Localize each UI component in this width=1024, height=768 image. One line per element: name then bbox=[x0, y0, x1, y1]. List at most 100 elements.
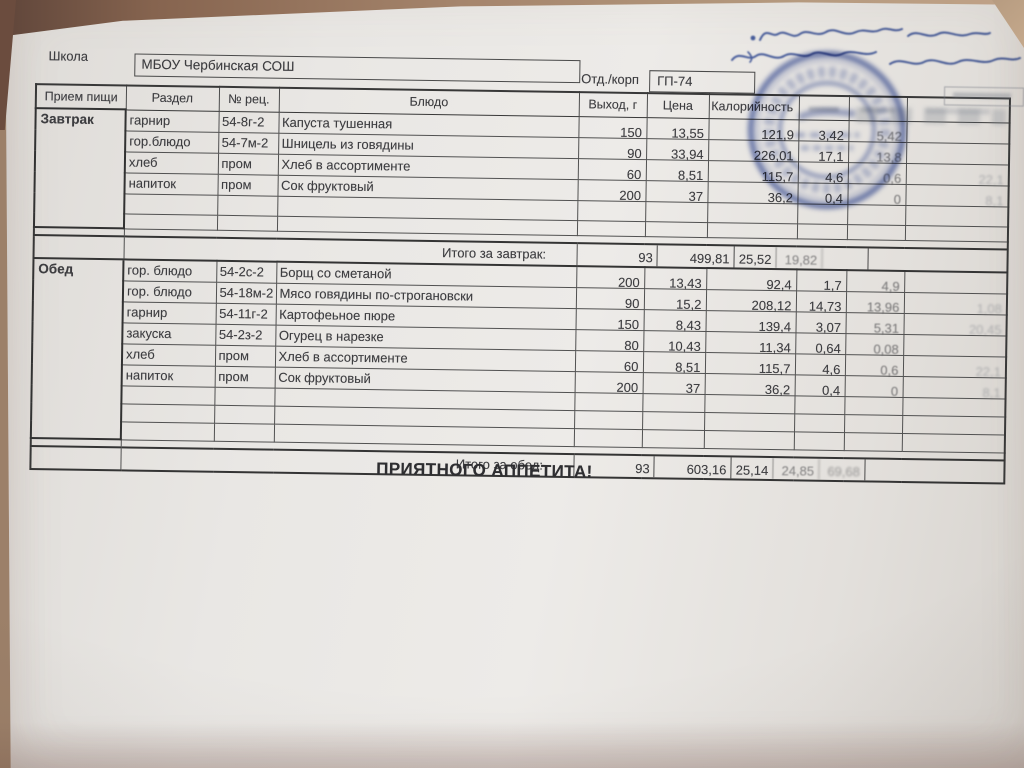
empty-cell bbox=[904, 224, 1009, 242]
cell-carbs: 8,1 bbox=[905, 186, 1009, 209]
cell-price: 10,43 bbox=[643, 332, 706, 355]
cell-carbs: 20,45 bbox=[903, 314, 1007, 338]
cell-protein: 4,6 bbox=[794, 355, 846, 378]
empty-cell bbox=[843, 432, 903, 451]
cell-price: 37 bbox=[645, 182, 708, 205]
cell-section: гарнир bbox=[125, 109, 219, 132]
total-fat: 24,85 bbox=[772, 458, 819, 480]
empty-cell bbox=[574, 410, 643, 430]
school-label: Школа bbox=[48, 48, 89, 64]
cell-section: гарнир bbox=[122, 301, 216, 324]
cell-output: 150 bbox=[575, 310, 644, 333]
cell-calories: 115,7 bbox=[704, 354, 796, 377]
cell-section: напиток bbox=[121, 364, 215, 387]
cell-output: 60 bbox=[577, 160, 647, 183]
empty-cell bbox=[642, 393, 705, 413]
col-header-section: Раздел bbox=[125, 85, 220, 111]
total-calories: 499,81 bbox=[656, 245, 734, 268]
empty-cell bbox=[641, 429, 705, 449]
empty-cell bbox=[214, 404, 275, 424]
cell-price: 8,43 bbox=[643, 311, 706, 334]
empty-cell bbox=[796, 223, 848, 240]
cell-output: 60 bbox=[574, 352, 644, 375]
cell-section: гор.блюдо bbox=[125, 130, 219, 153]
empty-cell bbox=[901, 432, 1005, 453]
empty-cell bbox=[216, 214, 278, 231]
cell-section: хлеб bbox=[124, 151, 219, 174]
cell-recipe: пром bbox=[217, 152, 279, 175]
cell-protein: 3,07 bbox=[795, 313, 846, 336]
empty-cell bbox=[644, 221, 708, 238]
school-name-box: МБОУ Чербинская СОШ bbox=[134, 53, 581, 84]
handwritten-signature bbox=[731, 27, 1021, 65]
cell-carbs: 8,1 bbox=[902, 377, 1006, 401]
total-values-grid: 93 499,81 25,52 19,82 bbox=[577, 244, 1007, 272]
empty-cell bbox=[577, 200, 646, 222]
empty-cell bbox=[703, 430, 795, 450]
empty-cell bbox=[793, 431, 845, 451]
empty-cell bbox=[123, 213, 218, 230]
empty-cell bbox=[642, 411, 705, 431]
cell-protein: 0,4 bbox=[794, 376, 845, 399]
cell-recipe: 54-2з-2 bbox=[215, 323, 276, 346]
cell-protein: 1,7 bbox=[796, 271, 847, 294]
dept-label: Отд./корп bbox=[581, 71, 640, 88]
empty-cell bbox=[902, 414, 1006, 435]
cell-output: 200 bbox=[576, 268, 645, 291]
col-header-recipe: № рец. bbox=[218, 86, 280, 112]
col-header-meal: Прием пищи bbox=[35, 84, 127, 110]
ghost-text-smudge bbox=[952, 92, 1012, 99]
empty-cell bbox=[576, 220, 646, 237]
cell-recipe: 54-8г-2 bbox=[218, 110, 279, 133]
total-carbs: 69,68 bbox=[817, 458, 865, 481]
cell-carbs: 22,1 bbox=[905, 165, 1009, 188]
total-trailing-cell bbox=[863, 459, 1004, 483]
cell-price: 13,43 bbox=[644, 269, 707, 292]
empty-cell bbox=[217, 194, 278, 216]
cell-section: гор. блюдо bbox=[122, 280, 217, 303]
cell-section: закуска bbox=[122, 322, 216, 345]
cell-recipe: пром bbox=[214, 365, 275, 388]
empty-cell bbox=[706, 222, 798, 239]
cell-carbs bbox=[905, 144, 1010, 167]
cell-price: 37 bbox=[642, 374, 705, 397]
total-price: 93 bbox=[638, 250, 653, 266]
cell-recipe: пром bbox=[214, 344, 276, 367]
cell-output: 80 bbox=[575, 331, 644, 354]
cell-calories: 208,12 bbox=[705, 291, 797, 314]
total-trailing-cell bbox=[866, 248, 1007, 272]
cell-recipe: пром bbox=[217, 173, 278, 196]
dept-value: ГП-74 bbox=[657, 73, 693, 89]
cell-fat: 13,96 bbox=[845, 293, 905, 315]
cell-output: 200 bbox=[574, 373, 643, 396]
cell-output: 90 bbox=[575, 289, 645, 312]
cell-recipe: 54-2с-2 bbox=[216, 260, 277, 283]
cell-calories: 36,2 bbox=[704, 375, 795, 398]
total-carbs bbox=[821, 247, 868, 270]
cell-section: гор. блюдо bbox=[123, 259, 217, 282]
empty-cell bbox=[844, 396, 903, 415]
empty-cell bbox=[120, 421, 215, 441]
ghost-box bbox=[943, 86, 1024, 107]
empty-cell bbox=[645, 201, 708, 223]
meal-section-label: Завтрак bbox=[33, 108, 126, 229]
total-fat: 19,82 bbox=[775, 247, 822, 269]
empty-cell bbox=[124, 193, 218, 215]
total-meal-cell bbox=[30, 446, 121, 471]
col-header-price: Цена bbox=[646, 93, 710, 119]
cell-price: 13,55 bbox=[646, 119, 709, 142]
cell-section: напиток bbox=[124, 172, 218, 195]
blue-round-stamp bbox=[747, 50, 907, 210]
cell-price: 8,51 bbox=[645, 161, 709, 184]
cell-carbs: 1,08 bbox=[903, 293, 1008, 317]
cell-carbs bbox=[903, 335, 1007, 359]
cell-fat: 0,6 bbox=[844, 356, 904, 378]
empty-cell bbox=[844, 414, 903, 433]
cell-price: 15,2 bbox=[643, 290, 707, 313]
empty-cell bbox=[214, 386, 275, 406]
cell-calories: 11,34 bbox=[705, 333, 796, 356]
cell-fat: 0 bbox=[844, 377, 903, 399]
cell-carbs: 22,1 bbox=[902, 356, 1007, 380]
total-protein: 25,52 bbox=[733, 246, 776, 269]
